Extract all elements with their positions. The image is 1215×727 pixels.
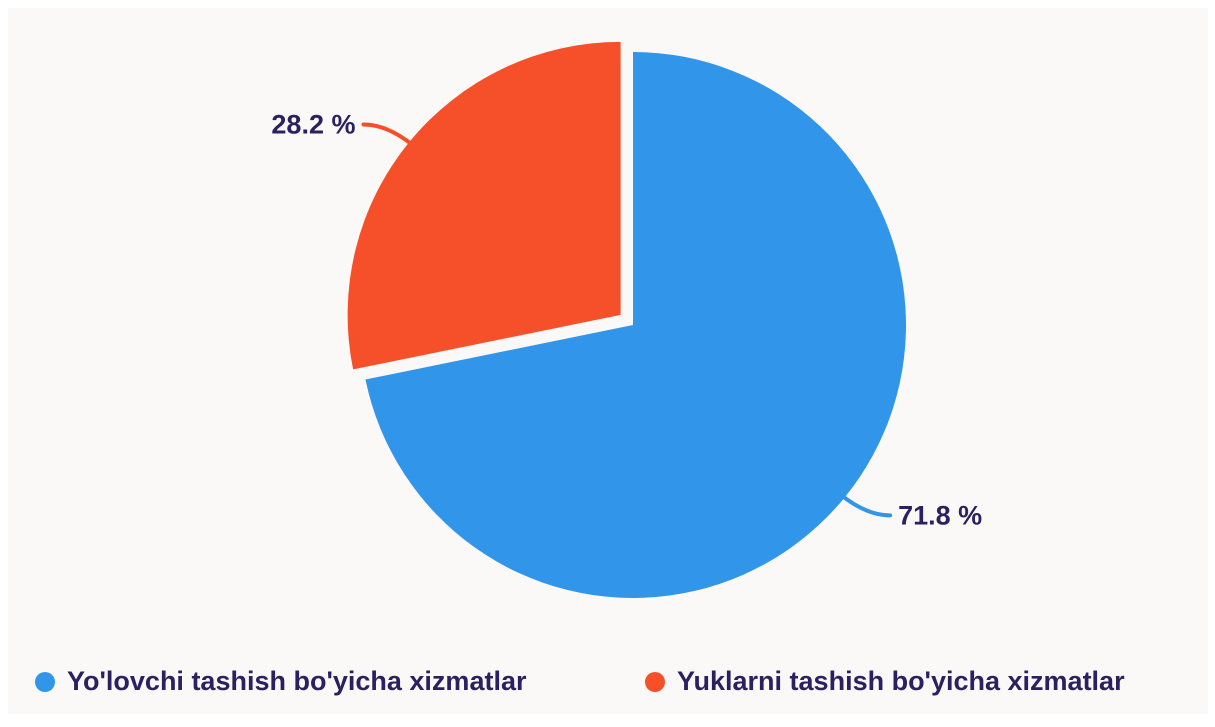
leader-line: [361, 122, 416, 148]
data-label: 71.8 %: [898, 501, 982, 531]
legend-marker: [645, 672, 665, 692]
pie-slice: [365, 52, 906, 599]
legend-label: Yo'lovchi tashish bo'yicha xizmatlar: [67, 666, 527, 696]
leader-line: [837, 491, 893, 518]
legend-marker: [35, 672, 55, 692]
legend-label: Yuklarni tashish bo'yicha xizmatlar: [677, 666, 1125, 696]
pie-slice: [347, 41, 621, 370]
data-label: 28.2 %: [271, 110, 355, 140]
